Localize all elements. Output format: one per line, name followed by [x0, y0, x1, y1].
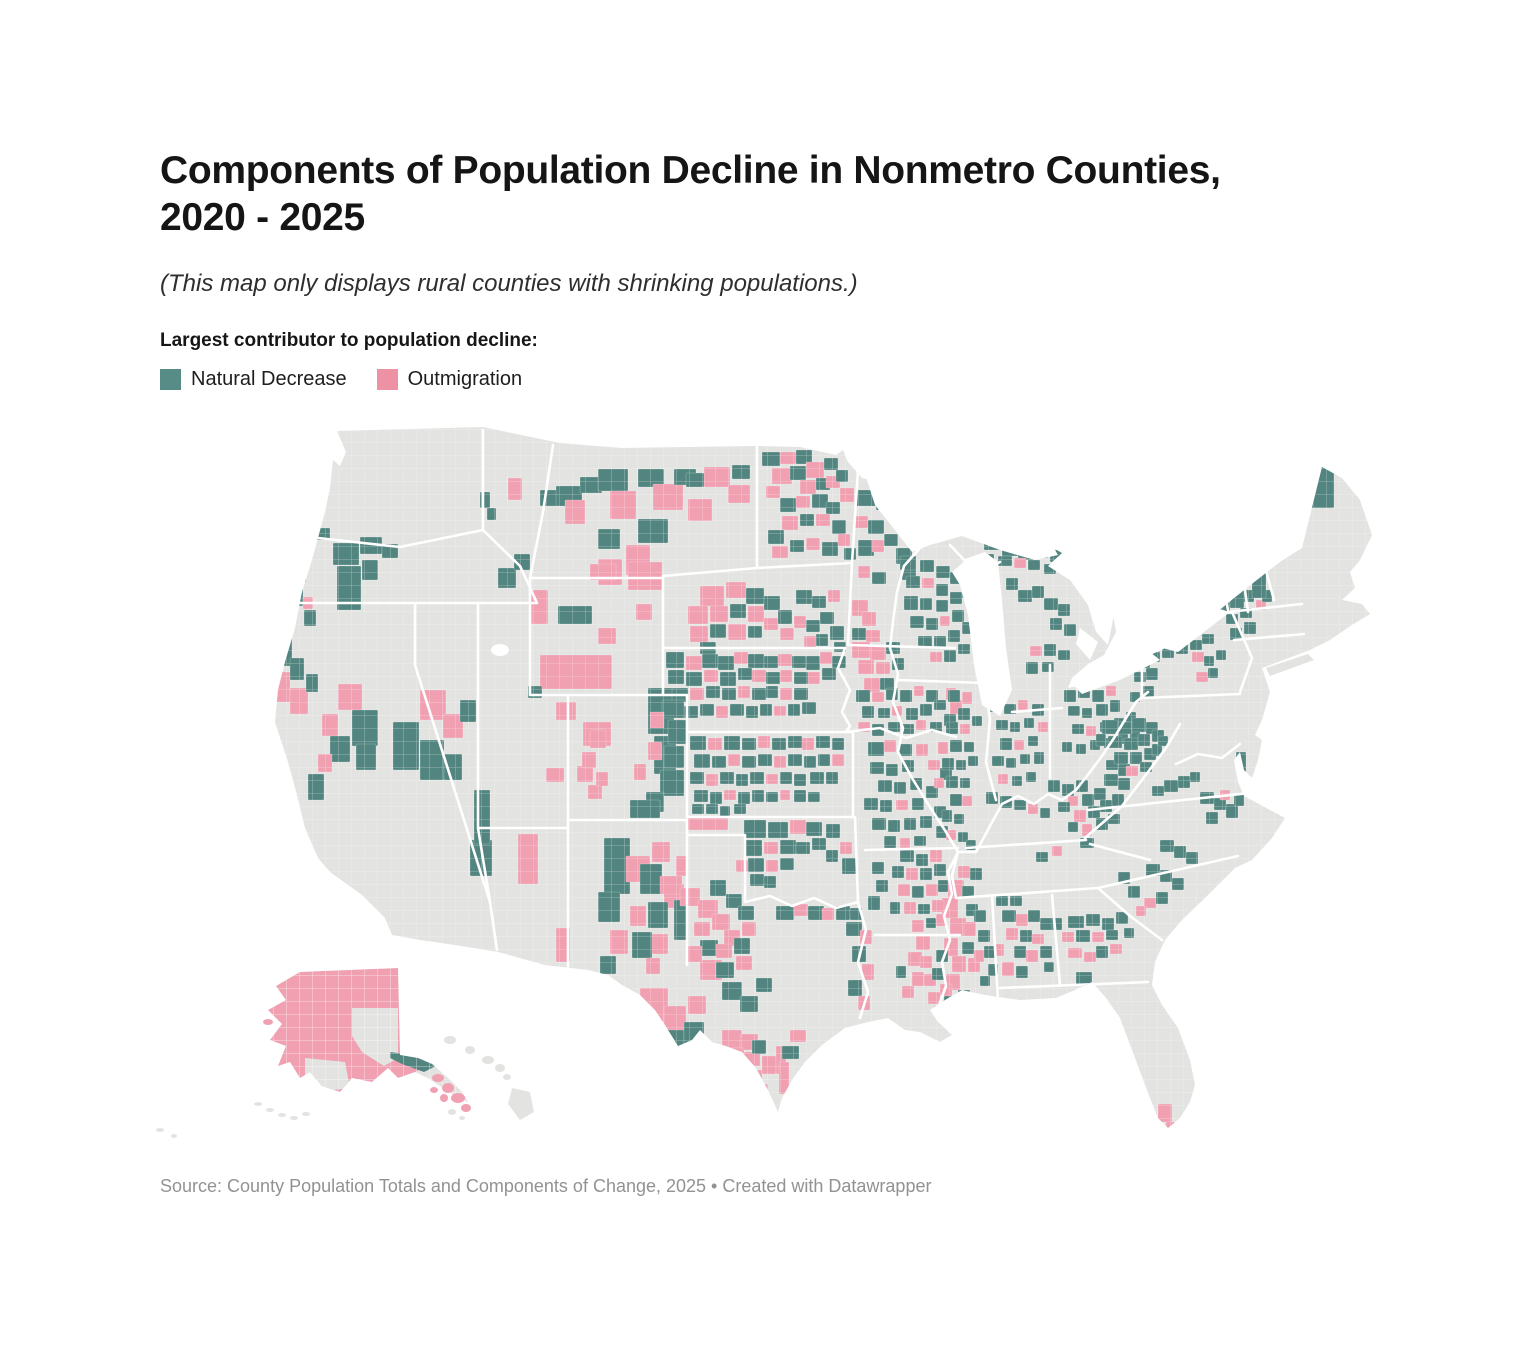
legend-swatch-natural-decrease	[160, 368, 181, 390]
county-natural-decrease[interactable]	[957, 989, 971, 1003]
county-outmigration[interactable]	[949, 1007, 963, 1019]
title-line-2: 2020 - 2025	[160, 195, 365, 239]
ak-island[interactable]	[461, 1104, 471, 1112]
county-natural-decrease[interactable]	[1127, 639, 1143, 653]
aleutian-islet	[171, 1134, 177, 1138]
ak-island[interactable]	[440, 1094, 448, 1102]
aleutian-islet	[290, 1116, 298, 1120]
ak-island[interactable]	[430, 1087, 438, 1093]
aleutian-islet	[254, 1102, 262, 1106]
county-outmigration[interactable]	[262, 705, 275, 733]
hawaii-islands	[444, 1036, 534, 1120]
alaska-islands	[156, 1019, 471, 1138]
lake-superior	[865, 474, 1058, 560]
subtitle: (This map only displays rural counties w…	[160, 269, 858, 297]
legend-label-natural-decrease: Natural Decrease	[191, 367, 347, 390]
source-text: Source: County Population Totals and Com…	[160, 1176, 707, 1196]
great-lakes	[491, 474, 1230, 716]
aleutian-islet	[266, 1108, 274, 1112]
county-outmigration[interactable]	[1203, 581, 1218, 599]
alaska-boundaries-texture	[268, 955, 490, 1128]
ak-island[interactable]	[451, 1093, 465, 1103]
county-outmigration[interactable]	[737, 1085, 755, 1103]
hawaii-island	[444, 1036, 456, 1044]
ak-island-gray	[448, 1109, 456, 1115]
county-natural-decrease[interactable]	[1143, 635, 1159, 649]
legend-swatch-outmigration	[376, 368, 398, 390]
county-outmigration[interactable]	[262, 599, 273, 639]
county-natural-decrease[interactable]	[1179, 609, 1193, 623]
chart-header: Components of Population Decline in Nonm…	[160, 148, 1370, 391]
county-outmigration[interactable]	[1199, 557, 1223, 581]
lake-ontario	[1162, 608, 1230, 652]
ak-island-gray	[459, 1116, 465, 1120]
long-island	[1266, 654, 1314, 676]
datawrapper-attribution-link[interactable]: Created with Datawrapper	[722, 1176, 932, 1196]
lake-michigan	[952, 552, 1012, 716]
ak-island[interactable]	[442, 1083, 454, 1093]
county-outmigration[interactable]	[262, 639, 277, 675]
footer: Source: County Population Totals and Com…	[160, 1176, 931, 1197]
aleutian-islet	[278, 1113, 286, 1117]
county-natural-decrease[interactable]	[271, 599, 293, 635]
legend-heading: Largest contributor to population declin…	[160, 329, 538, 351]
page-title: Components of Population Decline in Nonm…	[160, 148, 1370, 242]
county-outmigration[interactable]	[933, 1005, 947, 1017]
county-natural-decrease[interactable]	[1193, 605, 1207, 619]
lake-erie	[1072, 652, 1160, 694]
saginaw-bay	[1076, 628, 1098, 660]
legend: Natural Decrease Outmigration	[160, 368, 1370, 391]
ak-island[interactable]	[263, 1019, 273, 1025]
hawaii-island	[482, 1056, 494, 1064]
land-layer	[262, 427, 1372, 1128]
footer-separator: •	[706, 1176, 723, 1196]
county-outmigration[interactable]	[729, 1065, 749, 1085]
hawaii-island	[503, 1074, 511, 1080]
hawaii-island	[465, 1046, 475, 1054]
county-natural-decrease[interactable]	[1221, 557, 1241, 589]
county-outmigration[interactable]	[299, 517, 313, 531]
hawaii-island	[495, 1064, 505, 1072]
county-natural-decrease[interactable]	[291, 555, 307, 583]
ak-island[interactable]	[432, 1074, 444, 1082]
lake-huron	[1048, 553, 1114, 645]
hawaii-big-island	[508, 1088, 534, 1120]
aleutian-islet	[156, 1128, 164, 1132]
county-natural-decrease[interactable]	[1157, 631, 1171, 645]
aleutian-islet	[302, 1112, 310, 1116]
legend-item-outmigration: Outmigration	[376, 367, 523, 391]
state-borders	[281, 428, 1306, 1020]
great-salt-lake	[491, 644, 509, 656]
county-outmigration[interactable]	[643, 1021, 663, 1045]
legend-item-natural-decrease: Natural Decrease	[160, 368, 347, 391]
legend-label-outmigration: Outmigration	[407, 367, 523, 390]
title-line-1: Components of Population Decline in Nonm…	[160, 149, 1221, 192]
